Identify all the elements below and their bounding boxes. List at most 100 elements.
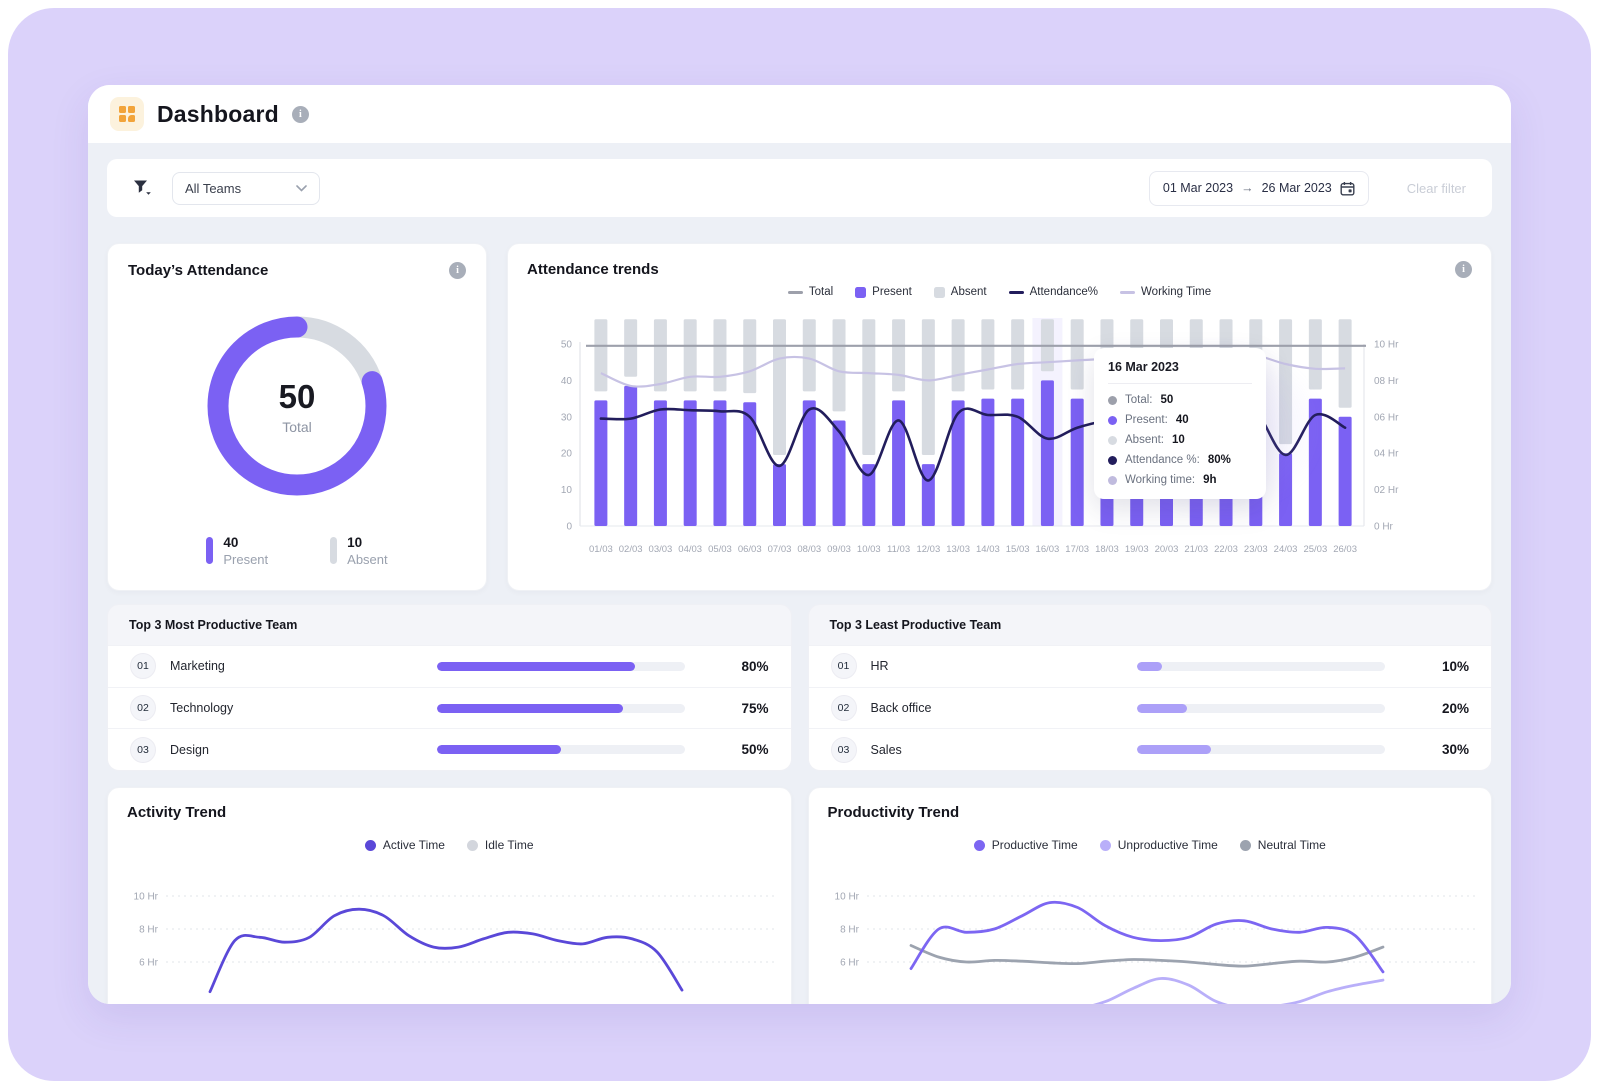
info-icon[interactable]: i bbox=[291, 105, 309, 123]
rank-badge: 03 bbox=[830, 736, 857, 763]
svg-text:8 Hr: 8 Hr bbox=[139, 925, 159, 936]
idle-time-swatch bbox=[466, 839, 478, 851]
date-range-picker[interactable]: 01 Mar 2023 → 26 Mar 2023 bbox=[1148, 170, 1369, 206]
productivity-trend-title: Productivity Trend bbox=[827, 804, 960, 821]
rank-badge: 02 bbox=[830, 695, 857, 721]
svg-text:09/03: 09/03 bbox=[827, 544, 851, 555]
svg-text:0: 0 bbox=[566, 522, 572, 533]
attendance-trends-title: Attendance trends bbox=[527, 261, 659, 278]
svg-text:20/03: 20/03 bbox=[1155, 544, 1179, 555]
svg-text:03/03: 03/03 bbox=[649, 544, 673, 555]
present-value: 40 bbox=[223, 535, 239, 550]
svg-text:10 Hr: 10 Hr bbox=[134, 892, 159, 903]
svg-text:10/03: 10/03 bbox=[857, 544, 881, 555]
absent-label: Absent bbox=[347, 552, 388, 567]
table-row: 02 Back office 20% bbox=[808, 686, 1491, 729]
top-productive-title: Top 3 Most Productive Team bbox=[129, 618, 298, 632]
attendance-trends-legend: Total Present Absent Attendance% Working… bbox=[527, 286, 1472, 298]
svg-text:05/03: 05/03 bbox=[708, 544, 732, 555]
date-range-start: 01 Mar 2023 bbox=[1162, 181, 1234, 195]
legend-item-present: 40 Present bbox=[206, 535, 268, 567]
svg-text:30: 30 bbox=[561, 412, 573, 423]
svg-text:06 Hr: 06 Hr bbox=[1374, 412, 1399, 423]
svg-text:02 Hr: 02 Hr bbox=[1374, 485, 1399, 496]
svg-text:13/03: 13/03 bbox=[946, 544, 970, 555]
tooltip-row-total: Total: 50 bbox=[1108, 394, 1252, 406]
chevron-down-icon bbox=[296, 184, 307, 192]
legend-absent: Absent bbox=[933, 286, 987, 298]
tooltip-date: 16 Mar 2023 bbox=[1108, 360, 1179, 374]
productivity-trend-card: Productivity Trend Productive Time Unpro… bbox=[807, 787, 1492, 1004]
attendance-trends-card: Attendance trends i Total Present Absent… bbox=[507, 243, 1492, 591]
svg-text:08 Hr: 08 Hr bbox=[1374, 376, 1399, 387]
least-productive-title: Top 3 Least Productive Team bbox=[829, 618, 1002, 632]
pct-value: 75% bbox=[741, 700, 769, 716]
team-name: Back office bbox=[870, 701, 932, 715]
table-row: 03 Design 50% bbox=[108, 728, 791, 770]
svg-text:10: 10 bbox=[561, 485, 573, 496]
date-range-end: 26 Mar 2023 bbox=[1261, 181, 1332, 195]
info-icon[interactable]: i bbox=[1455, 261, 1472, 278]
svg-text:10 Hr: 10 Hr bbox=[834, 892, 859, 903]
productivity-trend-chart: 10 Hr 8 Hr 6 Hr bbox=[834, 892, 1475, 1004]
svg-text:23/03: 23/03 bbox=[1244, 544, 1268, 555]
svg-text:21/03: 21/03 bbox=[1184, 544, 1208, 555]
clear-filter-button[interactable]: Clear filter bbox=[1406, 180, 1466, 196]
donut-total-value: 50 bbox=[278, 377, 316, 415]
svg-text:26/03: 26/03 bbox=[1333, 544, 1357, 555]
progress-track bbox=[436, 661, 685, 671]
legend-total: Total bbox=[787, 286, 833, 298]
team-select[interactable]: All Teams bbox=[172, 171, 320, 205]
progress-track bbox=[1137, 661, 1385, 671]
table-row: 01 HR 10% bbox=[808, 645, 1491, 687]
svg-text:14/03: 14/03 bbox=[976, 544, 1000, 555]
table-row: 02 Technology 75% bbox=[108, 686, 791, 729]
svg-text:40: 40 bbox=[561, 376, 573, 387]
svg-text:10 Hr: 10 Hr bbox=[1374, 340, 1399, 351]
pct-value: 50% bbox=[741, 742, 769, 758]
present-label: Present bbox=[223, 552, 269, 567]
legend-working-time: Working Time bbox=[1120, 286, 1211, 298]
working-time-swatch bbox=[1120, 290, 1136, 294]
progress-track bbox=[1137, 745, 1385, 755]
svg-text:11/03: 11/03 bbox=[887, 544, 910, 555]
svg-text:04 Hr: 04 Hr bbox=[1374, 449, 1399, 460]
svg-text:0 Hr: 0 Hr bbox=[1374, 522, 1394, 533]
progress-track bbox=[1137, 703, 1385, 713]
team-name: Technology bbox=[170, 701, 234, 715]
donut-total-label: Total bbox=[282, 418, 312, 435]
absent-swatch bbox=[330, 537, 338, 564]
svg-text:06/03: 06/03 bbox=[738, 544, 762, 555]
svg-text:8 Hr: 8 Hr bbox=[840, 925, 860, 936]
legend-unproductive-time: Unproductive Time bbox=[1099, 838, 1218, 852]
info-icon[interactable]: i bbox=[449, 262, 466, 279]
attendance-swatch bbox=[1008, 290, 1024, 294]
svg-text:19/03: 19/03 bbox=[1125, 544, 1149, 555]
attendance-donut-chart: 50 Total bbox=[202, 311, 392, 501]
pct-value: 30% bbox=[1441, 742, 1469, 758]
svg-text:02/03: 02/03 bbox=[619, 544, 643, 555]
tooltip-row-present: Present: 40 bbox=[1108, 414, 1252, 426]
svg-text:50: 50 bbox=[561, 340, 573, 351]
today-attendance-title: Today’s Attendance bbox=[128, 262, 269, 279]
svg-text:17/03: 17/03 bbox=[1065, 544, 1089, 555]
legend-idle-time: Idle Time bbox=[466, 838, 534, 852]
legend-neutral-time: Neutral Time bbox=[1239, 838, 1326, 852]
rank-badge: 02 bbox=[130, 695, 156, 721]
tooltip-row-attendance: Attendance %: 80% bbox=[1108, 454, 1252, 466]
activity-trend-card: Activity Trend Active Time Idle Time 10 … bbox=[107, 787, 792, 1004]
activity-trend-legend: Active Time Idle Time bbox=[127, 838, 772, 852]
svg-text:08/03: 08/03 bbox=[797, 544, 821, 555]
active-time-swatch bbox=[364, 839, 376, 851]
tooltip-row-working: Working time: 9h bbox=[1108, 474, 1252, 486]
productivity-trend-legend: Productive Time Unproductive Time Neutra… bbox=[828, 838, 1473, 852]
calendar-icon bbox=[1340, 181, 1355, 195]
rank-badge: 01 bbox=[130, 653, 156, 680]
present-swatch bbox=[206, 537, 214, 564]
svg-text:01/03: 01/03 bbox=[589, 544, 613, 555]
unproductive-time-swatch bbox=[1099, 839, 1111, 851]
svg-text:16/03: 16/03 bbox=[1036, 544, 1060, 555]
absent-value: 10 bbox=[347, 535, 363, 550]
neutral-time-swatch bbox=[1239, 839, 1251, 851]
team-select-value: All Teams bbox=[185, 180, 242, 196]
